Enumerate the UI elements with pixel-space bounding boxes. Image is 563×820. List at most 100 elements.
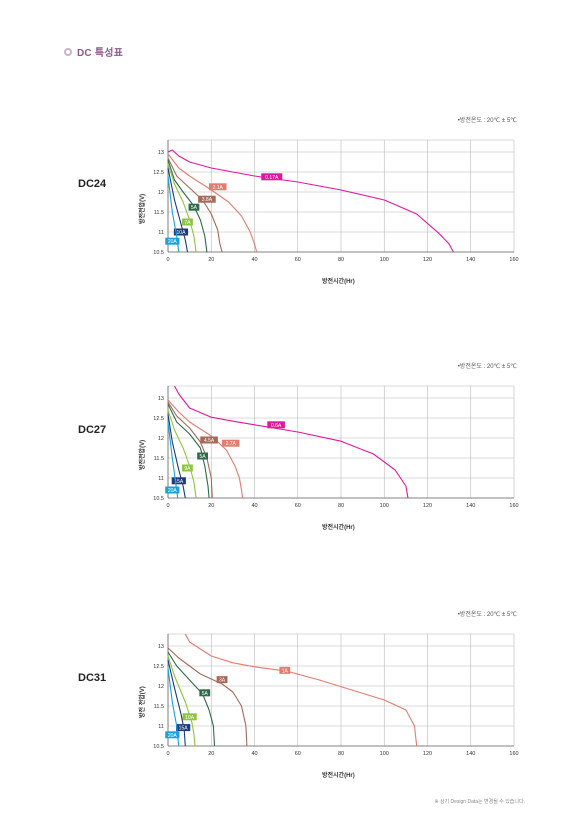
x-tick-label: 100 [380, 751, 389, 757]
series-label: 0.6A [271, 423, 282, 429]
x-tick-label: 100 [380, 503, 389, 509]
series-label: 4.5A [204, 438, 215, 444]
series-label-box [208, 183, 227, 191]
x-tick-label: 40 [251, 257, 257, 263]
series-label-box [279, 666, 291, 674]
y-tick-label: 11.5 [154, 210, 164, 216]
series-label: 15A [174, 479, 184, 485]
x-tick-label: 160 [509, 751, 518, 757]
x-axis-label: 방전시간(Hr) [322, 279, 355, 285]
series-label-box [171, 477, 186, 485]
series-label: 9A [184, 466, 191, 472]
series-line-1a [184, 633, 418, 747]
series-label: 3A [219, 678, 226, 684]
series-label-box [200, 436, 218, 444]
x-tick-label: 60 [295, 751, 301, 757]
y-tick-label: 10.5 [153, 744, 164, 750]
x-tick-label: 0 [166, 257, 169, 263]
series-line-15a [167, 413, 186, 499]
series-line-3_8a [167, 157, 223, 253]
y-tick-label: 12.5 [153, 170, 164, 176]
series-label-box [182, 713, 197, 721]
series-label: 5A [202, 691, 209, 697]
chart-dc24: DC24 •방전온도 : 20℃ ± 5℃ 방전전압(V) 방전시간(Hr) 0 20 40… [0, 118, 563, 320]
series-label: 10A [185, 715, 195, 721]
series-label-box [165, 486, 180, 494]
y-tick-label: 13 [158, 150, 164, 156]
series-label-box [261, 173, 283, 181]
series-label: 5A [191, 205, 198, 211]
x-tick-label: 20 [208, 751, 214, 757]
x-tick-label: 80 [338, 503, 344, 509]
series-label: 0.17A [265, 175, 279, 181]
x-axis-label: 방전시간(Hr) [322, 525, 355, 531]
chart-model-label: DC27 [78, 424, 107, 436]
series-line-3a [167, 647, 248, 747]
x-tick-label: 20 [208, 257, 214, 263]
y-tick-label: 12 [158, 684, 164, 690]
series-label-box [165, 731, 180, 739]
x-tick-label: 40 [251, 503, 257, 509]
series-label-box [197, 452, 208, 460]
series-label-box [165, 237, 180, 245]
chart-model-label: DC31 [78, 672, 107, 684]
y-tick-label: 11 [158, 724, 164, 730]
y-tick-label: 13 [158, 396, 164, 402]
x-tick-label: 20 [208, 503, 214, 509]
series-label: 20A [168, 488, 178, 494]
series-label-box [188, 203, 200, 211]
y-tick-label: 11.5 [154, 704, 164, 710]
series-line-0_6a [174, 385, 409, 499]
x-tick-label: 140 [466, 503, 475, 509]
y-tick-label: 11 [158, 230, 164, 236]
x-tick-label: 120 [423, 257, 432, 263]
x-tick-label: 0 [166, 751, 169, 757]
y-tick-label: 12 [158, 436, 164, 442]
y-tick-label: 12 [158, 190, 164, 196]
chart-svg: 0 20 40 60 80 100 120 140 160 10.5 11 11.5 12 12.5 13 1… [153, 633, 519, 757]
series-label: 20A [168, 733, 178, 739]
temperature-note: •방전온도 : 20℃ ± 5℃ [457, 364, 517, 370]
series-label-box [173, 228, 189, 236]
series-label-box [216, 676, 228, 684]
series-line-10a [167, 655, 196, 747]
series-label: 5A [200, 454, 207, 460]
y-tick-label: 11.5 [154, 456, 164, 462]
y-tick-label: 12.5 [153, 416, 164, 422]
chart-dc27: DC27 •방전온도 : 20℃ ± 5℃ 방전전압(V) 방전시간(Hr) 0 20 40… [0, 364, 563, 566]
series-line-5a [167, 403, 210, 499]
series-label: 1A [282, 668, 289, 674]
series-label-box [267, 421, 285, 429]
x-tick-label: 80 [338, 751, 344, 757]
series-line-9a [167, 409, 197, 499]
series-label: 15A [179, 726, 189, 732]
x-tick-label: 160 [509, 257, 518, 263]
circle-bullet-icon [64, 47, 72, 56]
x-tick-label: 0 [166, 503, 169, 509]
chart-svg: 0 20 40 60 80 100 120 140 160 10.5 11 11.5 12 12.5 13 0… [153, 139, 519, 263]
y-tick-label: 13 [158, 644, 164, 650]
chart-dc31: DC31 •방전온도 : 20℃ ± 5℃ 방전 전압(V) 방전시간(Hr) 0 20 4… [0, 612, 563, 814]
series-label-box [199, 689, 211, 697]
series-label: 10A [177, 230, 187, 236]
series-label-box [176, 724, 191, 732]
page-header: DC 특성표 [64, 44, 123, 59]
y-tick-label: 10.5 [153, 250, 164, 256]
series-line-10a [167, 167, 189, 253]
x-tick-label: 60 [295, 257, 301, 263]
chart-svg: 0 20 40 60 80 100 120 140 160 10.5 11 11.5 12 12.5 13 0… [153, 385, 519, 509]
x-tick-label: 100 [380, 257, 389, 263]
x-tick-label: 40 [251, 751, 257, 757]
series-line-7a [167, 163, 197, 253]
page-title: DC 특성표 [77, 48, 124, 59]
chart-model-label: DC24 [78, 178, 107, 190]
series-label: 2.1A [213, 185, 224, 191]
temperature-note: •방전온도 : 20℃ ± 5℃ [457, 612, 517, 618]
series-label: 3.8A [202, 197, 213, 203]
series-label-box [198, 195, 216, 203]
x-tick-label: 80 [338, 257, 344, 263]
series-line-15a [167, 659, 186, 747]
footnote: ※ 상기 Design Data는 변경될 수 있습니다. [434, 799, 525, 805]
x-tick-label: 120 [423, 503, 432, 509]
y-tick-label: 12.5 [153, 664, 164, 670]
